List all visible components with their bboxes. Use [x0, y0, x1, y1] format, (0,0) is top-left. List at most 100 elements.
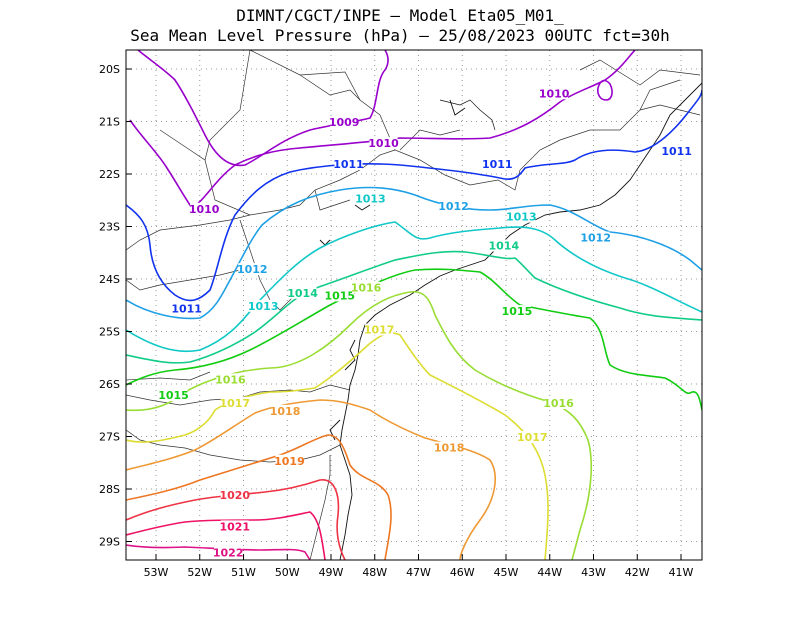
lon-tick-label: 45W: [494, 566, 519, 579]
contour-label-bg: [330, 116, 359, 129]
contour-label-1009: 1009: [329, 116, 360, 129]
lat-tick-label: 21S: [99, 116, 120, 129]
contour-label-bg: [288, 286, 317, 299]
contour-label-1011: 1011: [333, 158, 364, 171]
contour-label-bg: [439, 200, 468, 213]
contour-label-bg: [489, 239, 518, 252]
plot-frame: [125, 49, 703, 561]
contour-label-bg: [220, 397, 249, 409]
contour-label-bg: [540, 87, 569, 100]
contour-label-bg: [249, 299, 278, 312]
contour-label-1014: 1014: [489, 240, 520, 253]
lat-tick-label: 28S: [99, 483, 120, 496]
isobars: [126, 50, 702, 560]
contour-label-bg: [216, 373, 245, 386]
contour-label-1016: 1016: [351, 282, 382, 295]
contour-label-bg: [518, 431, 547, 444]
contour-label-bg: [325, 289, 354, 302]
contour-label-1012: 1012: [438, 200, 469, 213]
contour-label-bg: [544, 397, 573, 409]
isobar-1020: [126, 479, 346, 560]
gridlines: [126, 50, 702, 560]
isobar-1010: [129, 50, 636, 210]
isobar-1012: [126, 186, 702, 320]
lon-tick-label: 47W: [406, 566, 431, 579]
contour-label-1010: 1010: [189, 203, 220, 216]
contour-label-bg: [334, 158, 363, 171]
lat-tick-label: 20S: [99, 63, 120, 76]
isobar-1015: [126, 268, 702, 411]
isobar-1010-loop: [597, 79, 613, 101]
contour-label-1013: 1013: [248, 300, 279, 313]
contour-label-1017: 1017: [219, 397, 250, 410]
contour-label-bg: [238, 263, 267, 276]
contour-label-1017: 1017: [364, 324, 395, 337]
isobar-1011: [126, 89, 702, 302]
contour-label-bg: [581, 231, 610, 244]
contour-label-bg: [214, 546, 243, 559]
lat-tick-label: 24S: [99, 273, 120, 286]
lon-tick-label: 41W: [669, 566, 694, 579]
lat-tick-label: 25S: [99, 326, 120, 339]
contour-label-1010: 1010: [368, 137, 399, 150]
lon-tick-label: 53W: [144, 566, 169, 579]
lon-tick-label: 49W: [319, 566, 344, 579]
isobar-1014: [126, 250, 702, 364]
lon-tick-label: 46W: [450, 566, 475, 579]
contour-label-1012: 1012: [580, 232, 611, 245]
lon-tick-label: 51W: [231, 566, 256, 579]
lat-tick-label: 27S: [99, 431, 120, 444]
lon-tick-label: 50W: [275, 566, 300, 579]
contour-label-1016: 1016: [543, 397, 574, 410]
contour-label-bg: [435, 441, 464, 454]
lon-tick-label: 44W: [537, 566, 562, 579]
contour-label-bg: [369, 137, 398, 150]
contour-label-1021: 1021: [219, 520, 250, 533]
contour-label-bg: [159, 389, 188, 402]
contour-label-bg: [352, 281, 380, 294]
contour-label-1010: 1010: [539, 87, 570, 100]
lat-tick-label: 26S: [99, 378, 120, 391]
axis-ticks: 53W 52W 51W 50W 49W 48W 47W 46W 45W 44W 43W 42W 41W 2…: [99, 63, 694, 579]
contour-label-1011: 1011: [171, 303, 202, 316]
contour-label-1013: 1013: [355, 192, 386, 205]
lat-tick-label: 29S: [99, 536, 120, 549]
contour-label-bg: [190, 202, 219, 215]
contour-label-1011: 1011: [482, 158, 513, 171]
contour-label-bg: [507, 210, 536, 223]
contour-label-1015: 1015: [502, 305, 533, 318]
isobar-1021: [126, 511, 326, 560]
contour-label-1013: 1013: [506, 211, 537, 224]
isobar-1009: [137, 50, 389, 167]
contour-label-1014: 1014: [287, 287, 318, 300]
contour-label-1011: 1011: [661, 145, 692, 158]
contour-label-bg: [356, 192, 385, 205]
contour-label-1018: 1018: [270, 405, 301, 418]
contour-label-bg: [662, 145, 691, 157]
lon-tick-label: 52W: [187, 566, 212, 579]
lat-tick-label: 22S: [99, 168, 120, 181]
contour-label-bg: [275, 454, 304, 467]
contour-label-1015: 1015: [324, 289, 355, 302]
political-borders: [126, 50, 701, 560]
contour-labels: 1009 1010 1010 1010 1011 1011 1011 1011 1012 1012…: [158, 87, 692, 560]
map-title-line-1: DIMNT/CGCT/INPE – Model Eta05_M01_: [236, 6, 564, 25]
isobar-1013: [126, 221, 702, 353]
isobar-1019: [126, 434, 392, 560]
contour-label-bg: [220, 520, 249, 533]
lat-tick-label: 23S: [99, 221, 120, 234]
lon-tick-label: 43W: [581, 566, 606, 579]
contour-label-1017: 1017: [517, 431, 548, 444]
contour-label-bg: [365, 323, 394, 336]
contour-label-1015: 1015: [158, 389, 189, 402]
contour-label-1018: 1018: [434, 442, 465, 455]
contour-label-1012: 1012: [237, 263, 268, 276]
contour-label-1022: 1022: [213, 547, 244, 560]
coastline: [319, 82, 702, 560]
contour-label-1016: 1016: [215, 373, 246, 386]
contour-label-bg: [220, 488, 249, 501]
contour-label-bg: [502, 305, 531, 318]
lon-tick-label: 42W: [625, 566, 650, 579]
contour-label-bg: [271, 404, 300, 417]
